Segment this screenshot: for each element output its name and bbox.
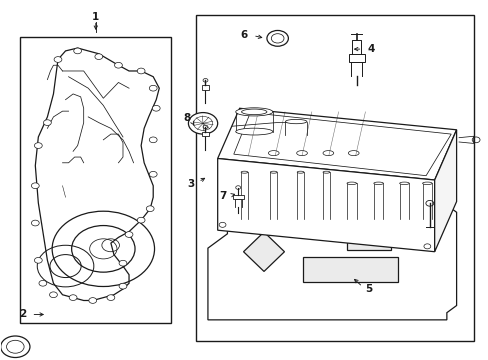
Circle shape bbox=[49, 292, 57, 298]
Circle shape bbox=[89, 298, 97, 303]
Circle shape bbox=[54, 57, 62, 62]
Circle shape bbox=[69, 295, 77, 301]
Circle shape bbox=[119, 283, 126, 289]
Ellipse shape bbox=[346, 182, 356, 185]
Ellipse shape bbox=[268, 150, 279, 156]
Circle shape bbox=[137, 68, 145, 74]
Circle shape bbox=[34, 143, 42, 148]
Bar bbox=[348, 54, 364, 62]
Bar bbox=[346, 230, 390, 250]
Ellipse shape bbox=[235, 128, 272, 135]
Circle shape bbox=[43, 120, 51, 126]
Circle shape bbox=[146, 206, 154, 212]
Circle shape bbox=[125, 231, 133, 237]
Circle shape bbox=[34, 257, 42, 263]
Circle shape bbox=[114, 62, 122, 68]
Circle shape bbox=[188, 113, 217, 134]
Circle shape bbox=[149, 171, 157, 177]
Text: 3: 3 bbox=[187, 179, 194, 189]
Polygon shape bbox=[217, 108, 456, 180]
Circle shape bbox=[31, 220, 39, 226]
Ellipse shape bbox=[241, 171, 247, 173]
Circle shape bbox=[74, 48, 81, 54]
Text: 1: 1 bbox=[92, 12, 99, 22]
Text: 4: 4 bbox=[367, 44, 374, 54]
Polygon shape bbox=[207, 198, 456, 320]
Polygon shape bbox=[35, 48, 159, 301]
Circle shape bbox=[119, 260, 126, 266]
Bar bbox=[202, 85, 208, 90]
Ellipse shape bbox=[422, 182, 431, 185]
Ellipse shape bbox=[296, 150, 307, 156]
Circle shape bbox=[137, 217, 145, 223]
Text: 6: 6 bbox=[241, 30, 247, 40]
Text: 7: 7 bbox=[219, 191, 226, 201]
Ellipse shape bbox=[347, 150, 358, 156]
Ellipse shape bbox=[270, 171, 277, 173]
Ellipse shape bbox=[241, 109, 266, 115]
Circle shape bbox=[107, 295, 115, 301]
Circle shape bbox=[39, 280, 47, 286]
Polygon shape bbox=[243, 232, 284, 271]
Bar bbox=[303, 257, 397, 282]
Ellipse shape bbox=[297, 171, 304, 173]
Bar bbox=[195, 15, 473, 341]
Circle shape bbox=[31, 183, 39, 189]
Text: 5: 5 bbox=[365, 284, 372, 294]
Circle shape bbox=[149, 137, 157, 143]
Polygon shape bbox=[217, 158, 434, 252]
Circle shape bbox=[95, 54, 102, 59]
Ellipse shape bbox=[235, 108, 272, 116]
Ellipse shape bbox=[285, 120, 306, 124]
Circle shape bbox=[149, 85, 157, 91]
Text: 2: 2 bbox=[19, 310, 26, 319]
Bar bbox=[20, 37, 171, 323]
Polygon shape bbox=[434, 130, 456, 252]
Polygon shape bbox=[233, 113, 450, 176]
Text: 8: 8 bbox=[183, 113, 190, 123]
Circle shape bbox=[152, 105, 160, 111]
Bar bbox=[202, 132, 208, 136]
Ellipse shape bbox=[323, 150, 333, 156]
Ellipse shape bbox=[373, 182, 383, 185]
Bar bbox=[232, 195, 243, 199]
Ellipse shape bbox=[323, 171, 329, 173]
Ellipse shape bbox=[399, 182, 408, 185]
